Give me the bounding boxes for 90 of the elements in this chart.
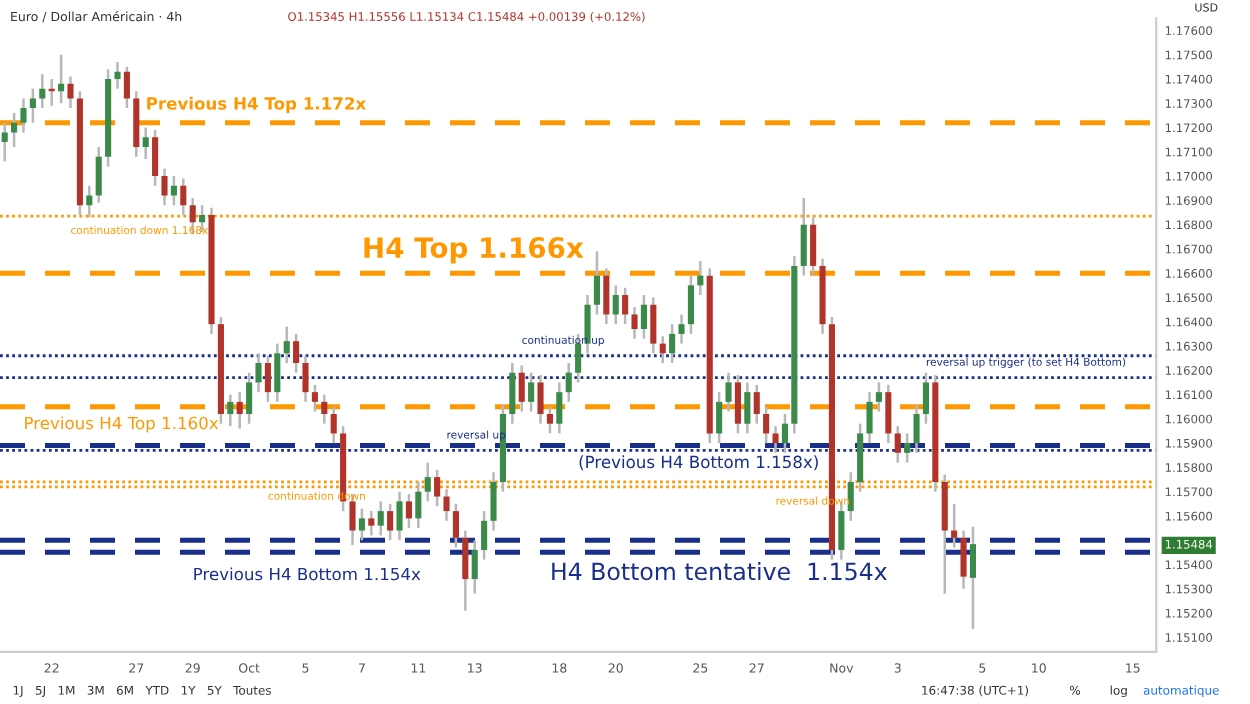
candlestick xyxy=(800,196,807,277)
candlestick xyxy=(772,424,779,455)
candlestick xyxy=(377,500,384,537)
candlestick xyxy=(603,267,610,326)
candlestick xyxy=(913,403,920,455)
candlestick xyxy=(659,335,666,365)
candlestick xyxy=(593,250,600,316)
candlestick xyxy=(246,371,253,425)
candlestick xyxy=(847,471,854,523)
candlestick xyxy=(39,72,46,110)
candlestick xyxy=(161,167,168,207)
candlestick xyxy=(1,121,8,163)
candlestick xyxy=(528,371,535,413)
candlestick xyxy=(415,480,422,530)
ref-line-label: Previous H4 Top 1.160x xyxy=(25,416,219,433)
candlestick xyxy=(264,354,271,404)
candlestick xyxy=(368,509,375,537)
candlestick xyxy=(631,305,638,340)
candlestick xyxy=(753,383,760,425)
candlestick xyxy=(650,296,657,355)
candlestick xyxy=(509,361,516,425)
candlestick xyxy=(396,490,403,542)
candlestick xyxy=(114,60,121,90)
candlestick xyxy=(904,432,911,464)
candlestick xyxy=(330,405,337,445)
candlestick xyxy=(481,509,488,561)
candlestick xyxy=(387,502,394,542)
candlestick xyxy=(781,412,788,455)
candlestick xyxy=(152,128,159,188)
candlestick xyxy=(462,529,469,612)
candlestick xyxy=(255,352,262,394)
candlestick xyxy=(556,381,563,435)
candlestick xyxy=(424,461,431,503)
candlestick xyxy=(227,393,234,428)
candlestick xyxy=(180,177,187,217)
candlestick xyxy=(123,65,130,110)
candlestick xyxy=(885,383,892,445)
ref-line-label: Previous H4 Top 1.172x xyxy=(147,96,366,113)
candlestick xyxy=(565,361,572,404)
candlestick xyxy=(875,381,882,413)
candlestick xyxy=(452,502,459,549)
candlestick xyxy=(678,313,685,345)
candlestick xyxy=(894,424,901,464)
candlestick xyxy=(640,293,647,340)
candlestick xyxy=(687,274,694,336)
candlestick xyxy=(866,390,873,445)
candlestick xyxy=(58,53,65,105)
ref-line-label: (Previous H4 Bottom 1.158x) xyxy=(579,455,818,471)
candlestick xyxy=(20,97,27,134)
candlestick xyxy=(274,342,281,404)
candlestick xyxy=(697,259,704,297)
candlestick xyxy=(546,405,553,435)
candlestick xyxy=(29,87,36,124)
ref-line-label: Previous H4 Bottom 1.154x xyxy=(194,567,421,581)
candlestick xyxy=(537,373,544,425)
candlestick xyxy=(302,354,309,404)
candlestick xyxy=(11,111,18,149)
candlestick xyxy=(358,507,365,542)
candlestick xyxy=(321,393,328,425)
candlestick xyxy=(960,529,967,591)
candlestick xyxy=(725,371,732,413)
candlestick xyxy=(283,325,290,365)
candlestick xyxy=(236,390,243,430)
candlestick xyxy=(669,322,676,365)
ref-line-label: H4 Top 1.166x xyxy=(364,237,584,264)
candlestick xyxy=(311,383,318,413)
candlestick xyxy=(612,284,619,326)
candlestick xyxy=(443,488,450,523)
candlestick xyxy=(86,184,93,219)
candlestick xyxy=(170,174,177,207)
ref-line-label: H4 Bottom tentative 1.154x xyxy=(552,562,887,581)
candlestick xyxy=(622,286,629,326)
candlestick xyxy=(810,216,817,277)
candlestick xyxy=(434,468,441,508)
candlestick xyxy=(951,502,958,549)
candlestick xyxy=(518,364,525,413)
candlestick xyxy=(142,126,149,161)
candlestick xyxy=(716,390,723,445)
candlestick xyxy=(293,332,300,374)
candlestick xyxy=(969,525,976,631)
candlestick xyxy=(584,293,591,355)
candlestick xyxy=(744,381,751,435)
candlestick xyxy=(763,405,770,445)
candlestick xyxy=(922,371,929,425)
candlestick xyxy=(405,492,412,530)
candlestick xyxy=(471,538,478,595)
candlestick xyxy=(734,373,741,435)
candlestick xyxy=(490,471,497,532)
candlestick xyxy=(67,75,74,110)
candlestick xyxy=(95,145,102,205)
